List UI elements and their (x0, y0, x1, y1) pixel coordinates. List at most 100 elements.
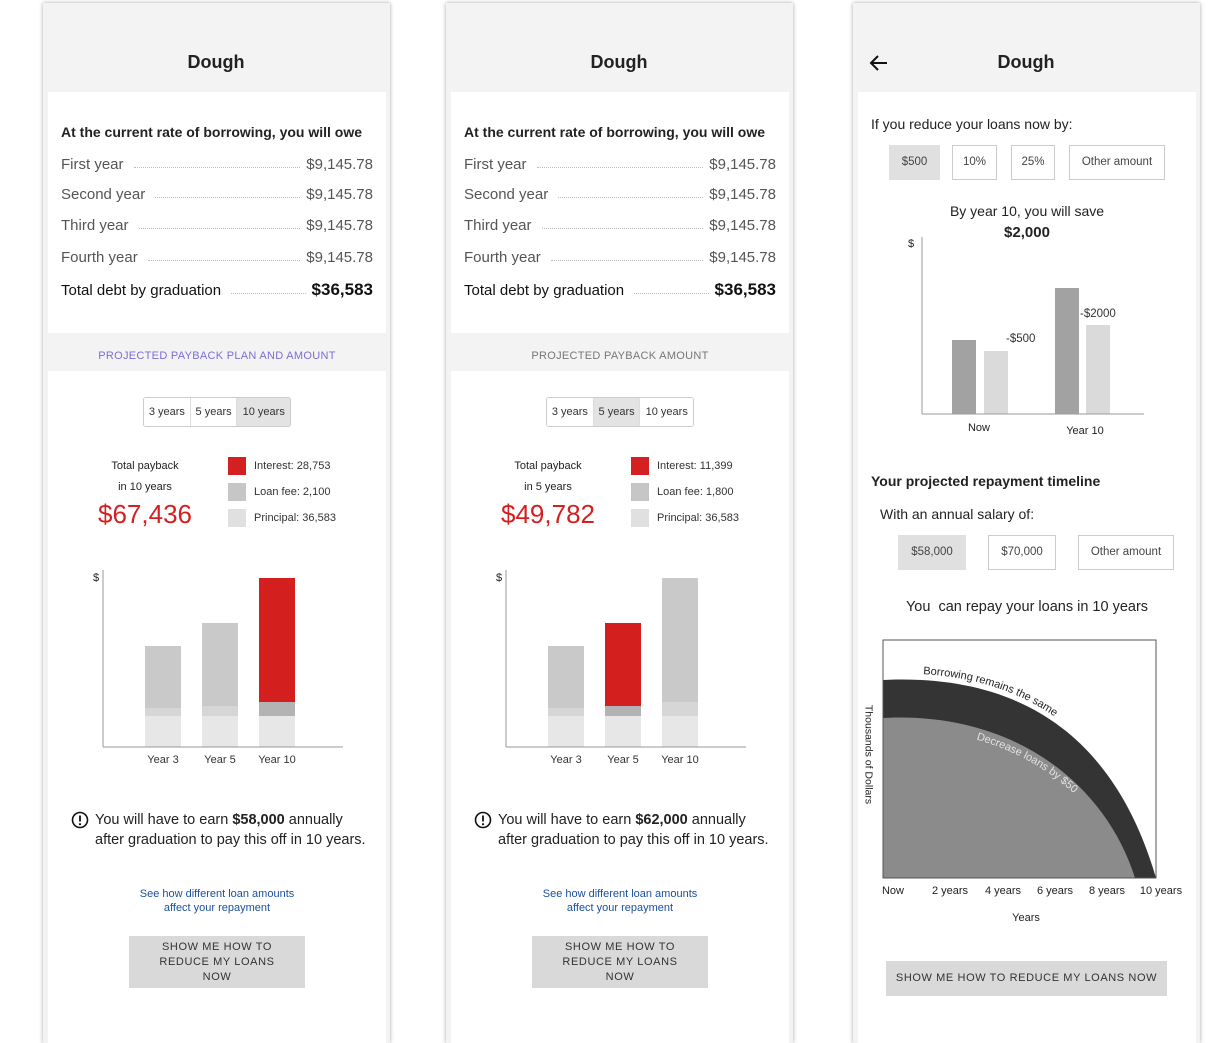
legend-swatch (228, 457, 246, 475)
tab[interactable]: 5 years (189, 398, 237, 426)
x-tick-label: 2 years (931, 884, 969, 897)
reduce-prompt: If you reduce your loans now by: (871, 116, 1073, 132)
row-amount: $36,583 (714, 280, 776, 299)
back-arrow[interactable] (869, 54, 889, 72)
payback-amount: $67,436 (98, 499, 192, 529)
x-tick-label: Year 5 (607, 753, 639, 766)
row-amount: $9,145.78 (306, 216, 373, 234)
bar-principal (605, 716, 641, 747)
row-label: Fourth year (61, 248, 138, 266)
icon-circle (474, 811, 492, 829)
reduce-button[interactable]: SHOW ME HOW TO REDUCE MY LOANS NOW (129, 936, 305, 988)
x-tick-label: 8 years (1088, 884, 1126, 897)
row-amount: $9,145.78 (709, 185, 776, 203)
section-title: PROJECTED PAYBACK PLAN AND AMOUNT (98, 349, 336, 362)
savings-chart (921, 237, 1144, 415)
option-button[interactable]: 25% (1011, 145, 1055, 180)
dotted-leader (536, 166, 704, 168)
dotted-leader (133, 166, 301, 168)
row-amount: $36,583 (311, 280, 373, 299)
option-button[interactable]: $58,000 (898, 535, 966, 570)
bar (952, 340, 976, 414)
reduce-button[interactable]: SHOW ME HOW TO REDUCE MY LOANS NOW (886, 961, 1167, 996)
bar-principal (202, 716, 238, 747)
repayment-link[interactable]: See how different loan amounts affect yo… (542, 888, 698, 914)
chart-y-label: $ (908, 237, 915, 250)
reduce-button[interactable]: SHOW ME HOW TO REDUCE MY LOANS NOW (532, 936, 708, 988)
bar-principal (662, 716, 698, 747)
row-label: First year (464, 155, 527, 173)
payback-label: in 10 years (118, 480, 172, 493)
dotted-leader (634, 292, 709, 294)
option-button[interactable]: $500 (889, 145, 940, 180)
notice-post: annually after graduation to pay this of… (498, 812, 769, 848)
owe-row: Third year $9,145.78 (464, 214, 776, 236)
x-tick-label: Year 3 (550, 753, 582, 766)
x-tick-label: 10 years (1139, 884, 1183, 897)
bar-label: -$2000 (1080, 308, 1116, 320)
bar-principal (548, 716, 584, 747)
app-title: Dough (997, 51, 1055, 72)
tab[interactable]: 5 years (592, 398, 640, 426)
tab[interactable]: 3 years (547, 398, 593, 426)
dotted-leader (155, 196, 301, 198)
phone-screen: Dough At the current rate of borrowing, y… (43, 3, 390, 1043)
dotted-leader (550, 259, 704, 261)
row-label: Second year (464, 185, 549, 203)
owe-row: First year $9,145.78 (464, 153, 776, 175)
owe-row: Total debt by graduation $36,583 (61, 279, 373, 301)
row-amount: $9,145.78 (709, 155, 776, 173)
legend-label: Principal: 36,583 (657, 511, 739, 524)
option-button[interactable]: Other amount (1069, 145, 1165, 180)
legend-swatch (631, 483, 649, 501)
bar-label: -$500 (1006, 333, 1036, 345)
app-title: Dough (187, 51, 245, 72)
arrow-shape (869, 55, 887, 71)
icon-dot (481, 823, 485, 826)
summary-heading: At the current rate of borrowing, you wi… (464, 124, 766, 140)
row-label: Total debt by graduation (464, 281, 625, 299)
tab[interactable]: 10 years (639, 398, 693, 426)
notice-icon (71, 811, 89, 829)
notice-amount: $62,000 (635, 812, 688, 828)
dotted-leader (138, 227, 301, 229)
tab[interactable]: 3 years (144, 398, 190, 426)
row-label: Third year (61, 216, 129, 234)
notice-text: You will have to earn $62,000 annually a… (498, 810, 773, 854)
repayment-link[interactable]: See how different loan amounts affect yo… (139, 888, 295, 914)
notice-post: annually after graduation to pay this of… (95, 812, 366, 848)
dotted-leader (558, 196, 704, 198)
x-tick-label: Year 3 (147, 753, 179, 766)
option-button[interactable]: $70,000 (988, 535, 1056, 570)
timeline-title: Your projected repayment timeline (871, 473, 1101, 489)
row-label: Fourth year (464, 248, 541, 266)
icon-circle (71, 811, 89, 829)
dotted-leader (231, 292, 306, 294)
bar-interest (259, 578, 295, 702)
bar (984, 351, 1008, 414)
icon-dot (78, 823, 82, 826)
tab[interactable]: 10 years (236, 398, 290, 426)
option-button[interactable]: Other amount (1078, 535, 1174, 570)
bar-fee (202, 706, 238, 716)
phone-screen: Dough If you reduce your loans now by: $50… (853, 3, 1200, 1043)
app-title: Dough (590, 51, 648, 72)
payback-label: Total payback (111, 459, 179, 472)
row-label: Total debt by graduation (61, 281, 222, 299)
x-tick-label: Now (881, 884, 904, 897)
chart-frame (882, 639, 1157, 879)
owe-row: Second year $9,145.78 (61, 183, 373, 205)
option-button[interactable]: 10% (952, 145, 997, 180)
legend-label: Interest: 11,399 (657, 459, 733, 472)
legend-swatch (631, 457, 649, 475)
x-axis-title: Years (1012, 911, 1040, 924)
payback-chart (102, 570, 343, 748)
notice-amount: $58,000 (232, 812, 285, 828)
bar-fee (548, 708, 584, 716)
save-line: By year 10, you will save (949, 203, 1105, 219)
bar-interest (548, 646, 584, 708)
x-tick-label: Year 10 (258, 753, 296, 766)
legend-label: Loan fee: 2,100 (254, 485, 331, 498)
